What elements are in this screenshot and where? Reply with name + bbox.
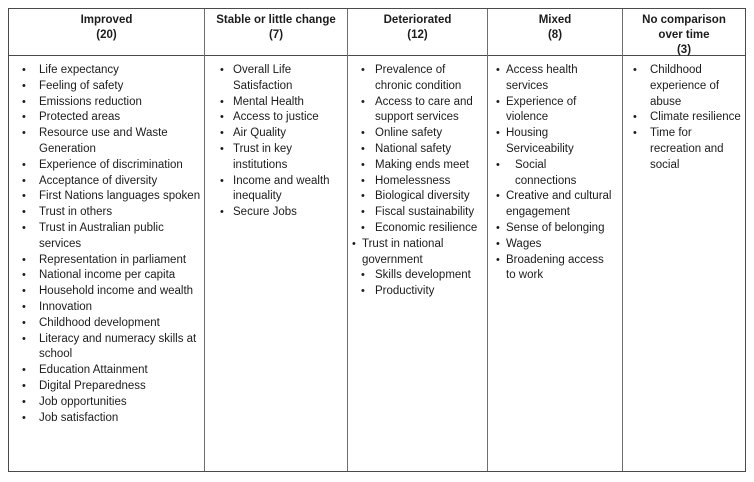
list-item: Income and wealth inequality	[205, 174, 347, 206]
list-item: Air Quality	[205, 126, 347, 142]
item-list: Life expectancy Feeling of safety Emissi…	[9, 56, 204, 471]
list-item: Life expectancy	[9, 63, 204, 79]
column-count: (20)	[96, 29, 117, 41]
list-item: Trust in others	[9, 205, 204, 221]
column-mixed: Mixed (8) Access health services Experie…	[488, 9, 623, 471]
item-list: Access health services Experience of vio…	[488, 56, 622, 471]
list-item: Online safety	[348, 126, 487, 142]
column-count: (12)	[407, 29, 428, 41]
list-item: Climate resilience	[623, 110, 745, 126]
list-item: Education Attainment	[9, 363, 204, 379]
column-header: Improved (20)	[9, 9, 204, 56]
list-item: Childhood development	[9, 316, 204, 332]
list-item: Wages	[488, 237, 622, 253]
column-title: Mixed	[538, 14, 572, 26]
list-item: Broadening access to work	[488, 253, 622, 285]
column-header: No comparison over time (3)	[623, 9, 745, 56]
list-item: Literacy and numeracy skills at school	[9, 332, 204, 364]
item-list: Prevalence of chronic condition Access t…	[348, 56, 487, 471]
list-item: Job opportunities	[9, 395, 204, 411]
column-stable: Stable or little change (7) Overall Life…	[205, 9, 348, 471]
list-item: Economic resilience	[348, 221, 487, 237]
list-item: Trust in Australian public services	[9, 221, 204, 253]
list-item: Biological diversity	[348, 189, 487, 205]
column-count: (3)	[676, 44, 692, 56]
wellbeing-indicators-table: Improved (20) Life expectancy Feeling of…	[8, 8, 746, 472]
list-item: Childhood experience of abuse	[623, 63, 745, 110]
list-item: Experience of discrimination	[9, 158, 204, 174]
column-count: (7)	[268, 29, 284, 41]
list-item: National income per capita	[9, 268, 204, 284]
list-item: Access to justice	[205, 110, 347, 126]
list-item: Household income and wealth	[9, 284, 204, 300]
column-header: Stable or little change (7)	[205, 9, 347, 56]
list-item: Digital Preparedness	[9, 379, 204, 395]
list-item: Housing Serviceability	[488, 126, 622, 158]
column-deteriorated: Deteriorated (12) Prevalence of chronic …	[348, 9, 488, 471]
list-item: Trust in national government	[348, 237, 487, 269]
list-item: First Nations languages spoken	[9, 189, 204, 205]
list-item: Social connections	[488, 158, 588, 190]
list-item: Representation in parliament	[9, 253, 204, 269]
list-item: Making ends meet	[348, 158, 487, 174]
item-list: Overall Life Satisfaction Mental Health …	[205, 56, 347, 471]
column-no-comparison: No comparison over time (3) Childhood ex…	[623, 9, 745, 471]
column-title: No comparison over time	[642, 14, 726, 41]
column-title: Stable or little change	[216, 14, 336, 26]
list-item: Productivity	[348, 284, 487, 300]
column-improved: Improved (20) Life expectancy Feeling of…	[9, 9, 205, 471]
list-item: Mental Health	[205, 95, 347, 111]
list-item: Time for recreation and social	[623, 126, 745, 173]
column-header: Mixed (8)	[488, 9, 622, 56]
list-item: Protected areas	[9, 110, 204, 126]
list-item: Access health services	[488, 63, 622, 95]
list-item: Job satisfaction	[9, 411, 204, 427]
list-item: Innovation	[9, 300, 204, 316]
list-item: Secure Jobs	[205, 205, 347, 221]
list-item: Creative and cultural engagement	[488, 189, 622, 221]
list-item: Trust in key institutions	[205, 142, 347, 174]
list-item: Skills development	[348, 268, 487, 284]
list-item: Sense of belonging	[488, 221, 622, 237]
list-item: Feeling of safety	[9, 79, 204, 95]
list-item: National safety	[348, 142, 487, 158]
list-item: Homelessness	[348, 174, 487, 190]
list-item: Overall Life Satisfaction	[205, 63, 347, 95]
list-item: Acceptance of diversity	[9, 174, 204, 190]
column-header: Deteriorated (12)	[348, 9, 487, 56]
list-item: Prevalence of chronic condition	[348, 63, 487, 95]
column-count: (8)	[547, 29, 563, 41]
item-list: Childhood experience of abuse Climate re…	[623, 56, 745, 471]
list-item: Fiscal sustainability	[348, 205, 487, 221]
column-title: Improved	[80, 14, 133, 26]
list-item: Experience of violence	[488, 95, 622, 127]
list-item: Access to care and support services	[348, 95, 487, 127]
list-item: Resource use and Waste Generation	[9, 126, 204, 158]
list-item: Emissions reduction	[9, 95, 204, 111]
column-title: Deteriorated	[383, 14, 452, 26]
